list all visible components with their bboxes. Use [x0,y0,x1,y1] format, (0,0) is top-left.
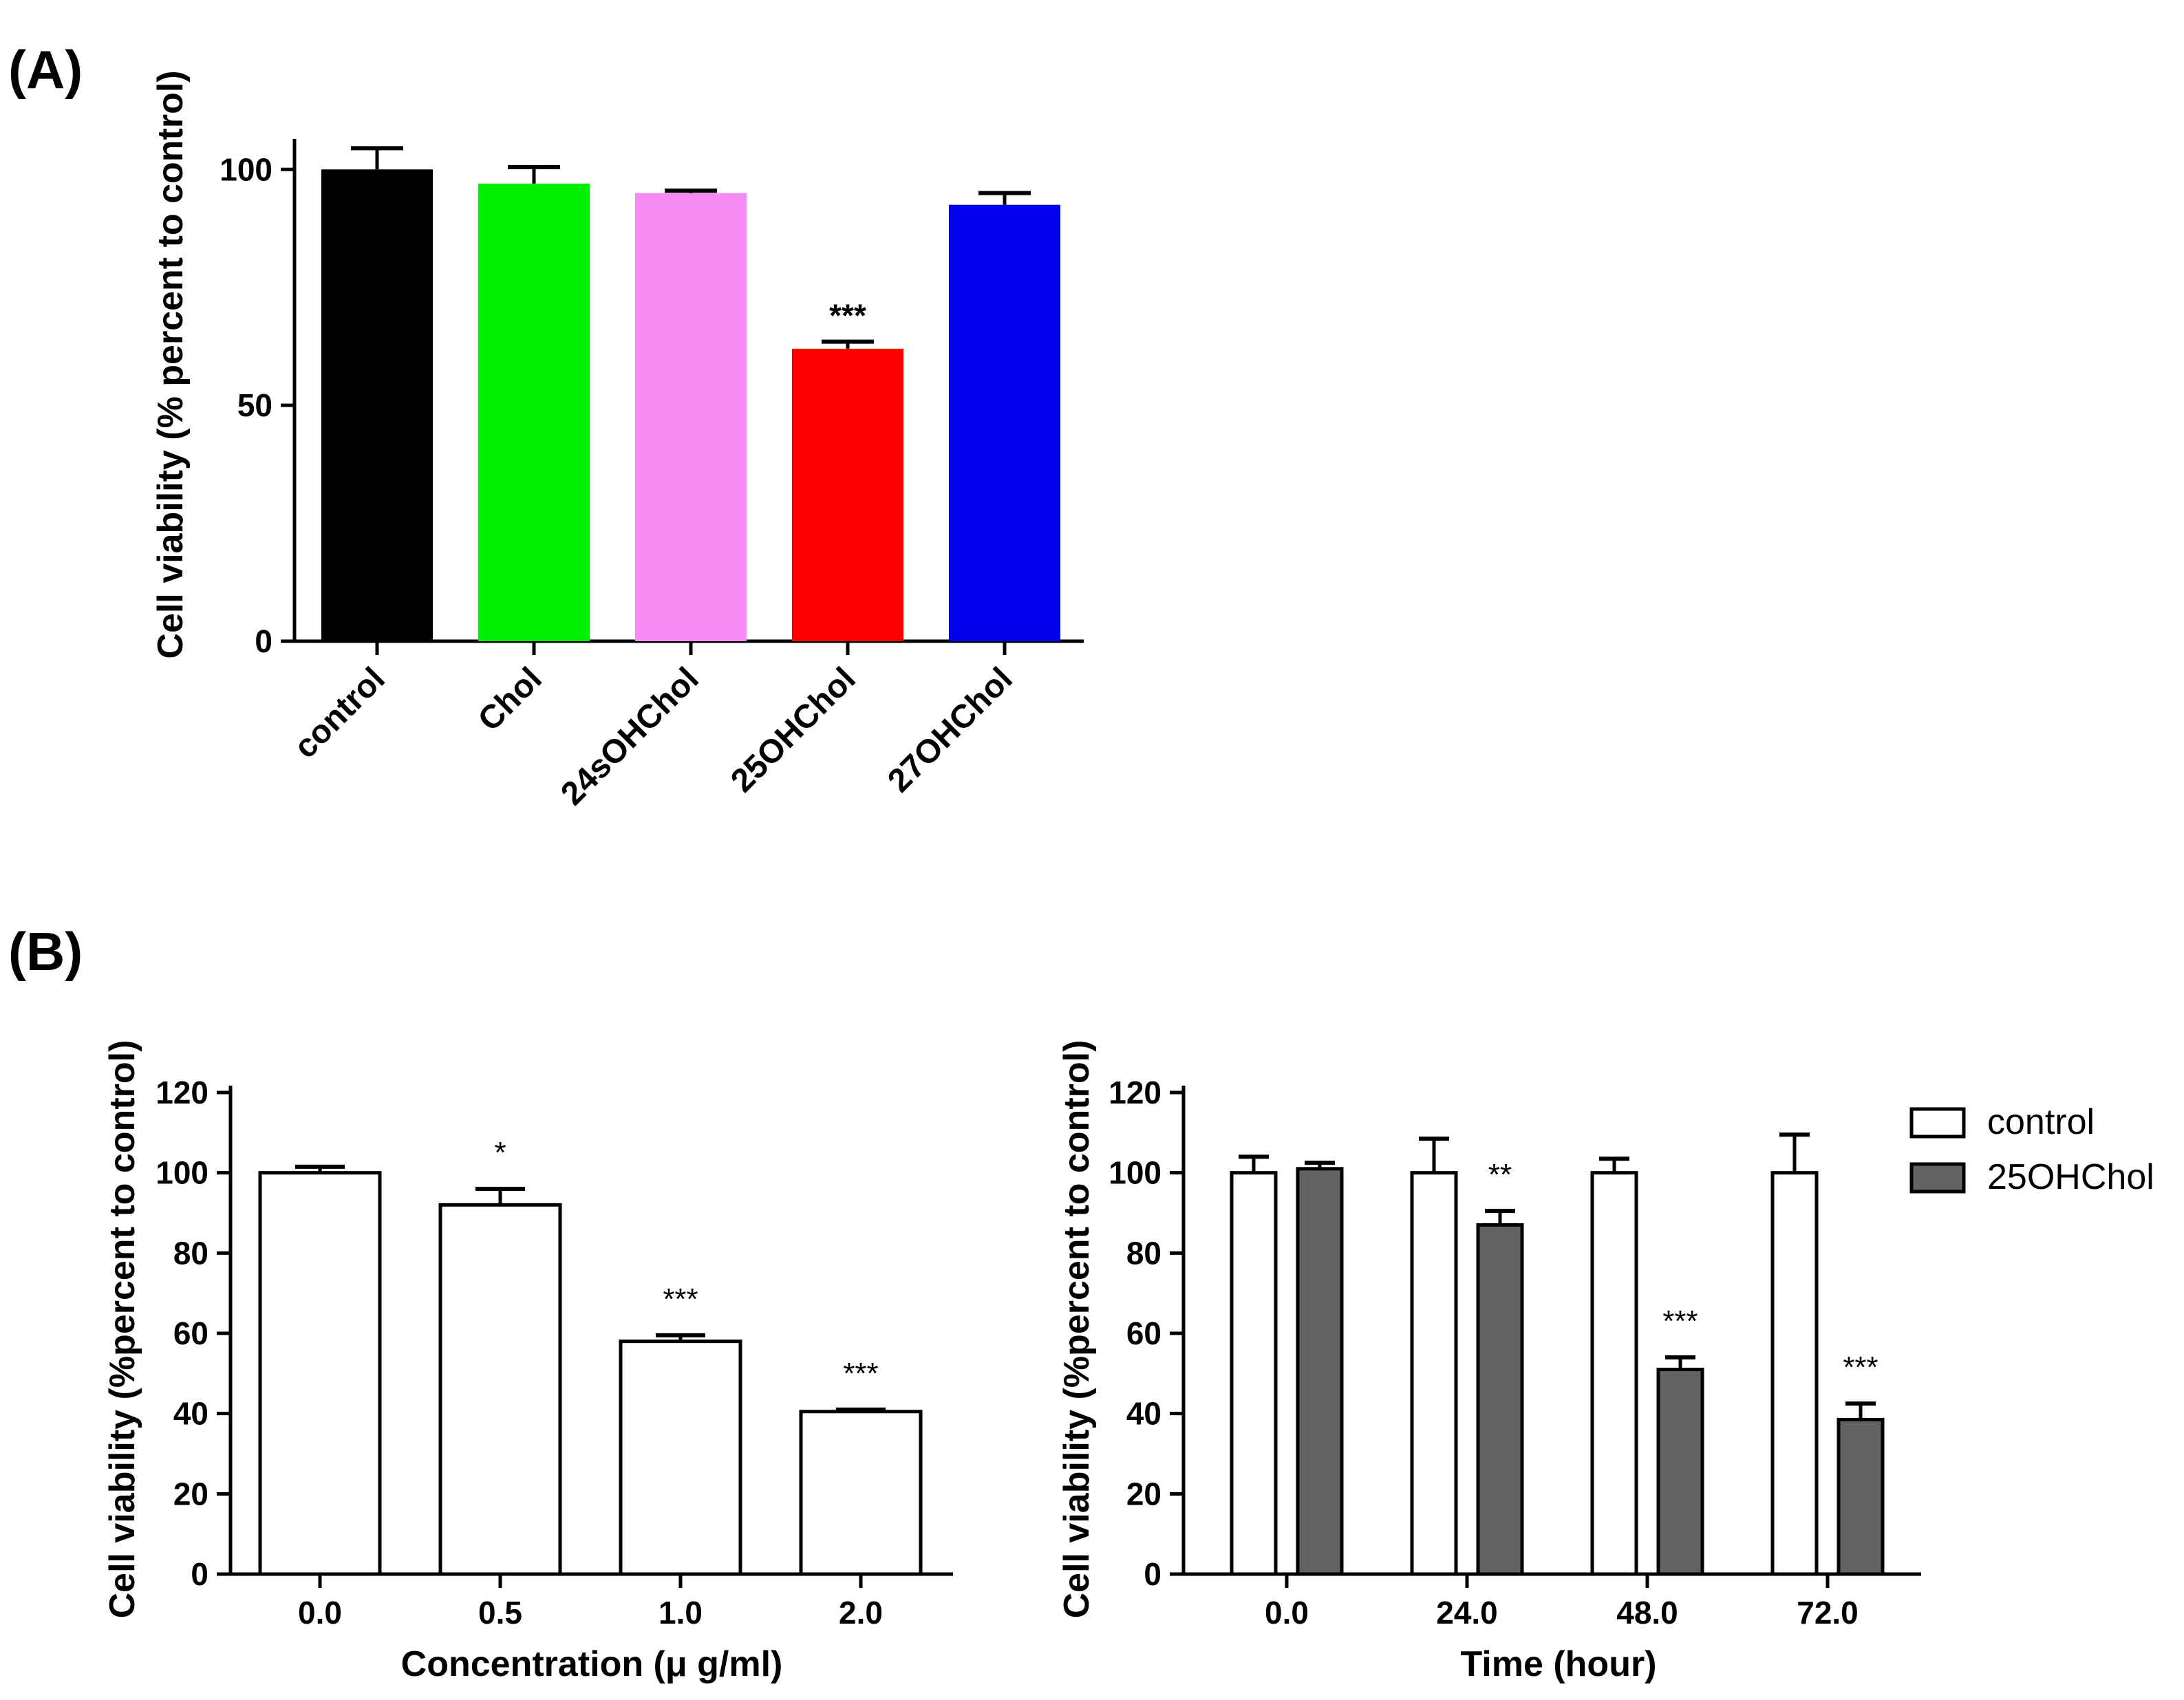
chart-a-ylabel: Cell viability (% percent to control) [151,70,191,658]
legend-label: 25OHChol [1987,1157,2154,1197]
legend-swatch [1909,1162,1966,1194]
y-tick-label: 100 [1109,1155,1161,1191]
chart-b1-ylabel: Cell viability (%percent to control) [103,1040,142,1619]
significance-label: *** [1843,1351,1878,1384]
x-tick-label: 1.0 [659,1595,703,1631]
x-tick-label: 0.0 [298,1595,342,1631]
x-tick-label: 72.0 [1797,1595,1859,1631]
bar [1230,1171,1278,1576]
significance-label: * [494,1136,506,1170]
chart-b1-bars: 0.0 0.5 * 1.0 *** 2.0 *** [258,1136,923,1631]
significance-label: *** [843,1357,878,1390]
y-tick-label: 0 [255,623,272,659]
bar [1656,1368,1704,1576]
bar [321,169,433,642]
bar [635,193,747,642]
y-tick-label: 60 [173,1315,208,1351]
y-tick-label: 100 [156,1155,208,1191]
y-tick-label: 0 [1144,1556,1161,1592]
bar [949,204,1060,641]
bar [478,183,590,641]
bar [1476,1223,1524,1576]
y-tick-label: 40 [1126,1396,1161,1432]
chart-b2-xlabel: Time (hour) [1460,1644,1656,1684]
chart-b2-legend: control 25OHChol [1909,1102,2154,1197]
legend-label: control [1987,1102,2095,1142]
significance-label: ** [1488,1158,1512,1192]
chart-b2-ylabel: Cell viability (%percent to control) [1057,1040,1097,1619]
chart-b1-xlabel: Concentration (μ g/ml) [401,1644,783,1684]
bar [438,1203,562,1576]
bar [1296,1167,1344,1576]
bar [792,348,903,641]
bar [1590,1171,1638,1576]
bar [258,1171,382,1576]
y-tick-label: 100 [220,151,272,187]
x-tick-label: 0.0 [1265,1595,1309,1631]
x-tick-label: 48.0 [1616,1595,1678,1631]
significance-label: *** [829,298,866,334]
y-tick-label: 20 [173,1476,208,1511]
bar [799,1410,923,1576]
panel-b-label: (B) [8,921,83,982]
y-tick-label: 80 [173,1235,208,1271]
y-tick-label: 120 [156,1075,208,1110]
chart-b2-bars: 0.0 ** 24.0 *** 48.0 *** 72.0 [1230,1132,1885,1631]
x-tick-label: 2.0 [839,1595,883,1631]
x-tick-label: 0.5 [478,1595,522,1631]
y-tick-label: 60 [1126,1315,1161,1351]
bar [1837,1417,1885,1576]
panel-a-label: (A) [8,39,83,100]
bar [1770,1171,1819,1576]
significance-label: *** [1662,1304,1698,1338]
chart-b1: (B) Cell viability (%percent to control)… [8,921,953,1684]
legend-swatch [1909,1107,1966,1139]
x-tick-label: 24.0 [1436,1595,1498,1631]
y-tick-label: 0 [191,1556,208,1592]
y-tick-label: 120 [1109,1075,1161,1110]
y-tick-label: 50 [237,387,272,423]
y-tick-label: 40 [173,1396,208,1432]
bar [619,1339,742,1576]
bar [1410,1171,1458,1576]
y-tick-label: 80 [1126,1235,1161,1271]
y-tick-label: 20 [1126,1476,1161,1511]
chart-b2: Cell viability (%percent to control) Tim… [1057,1040,2154,1684]
significance-label: *** [663,1282,698,1316]
chart-a: (A) Cell viability (% percent to control… [8,39,1084,813]
